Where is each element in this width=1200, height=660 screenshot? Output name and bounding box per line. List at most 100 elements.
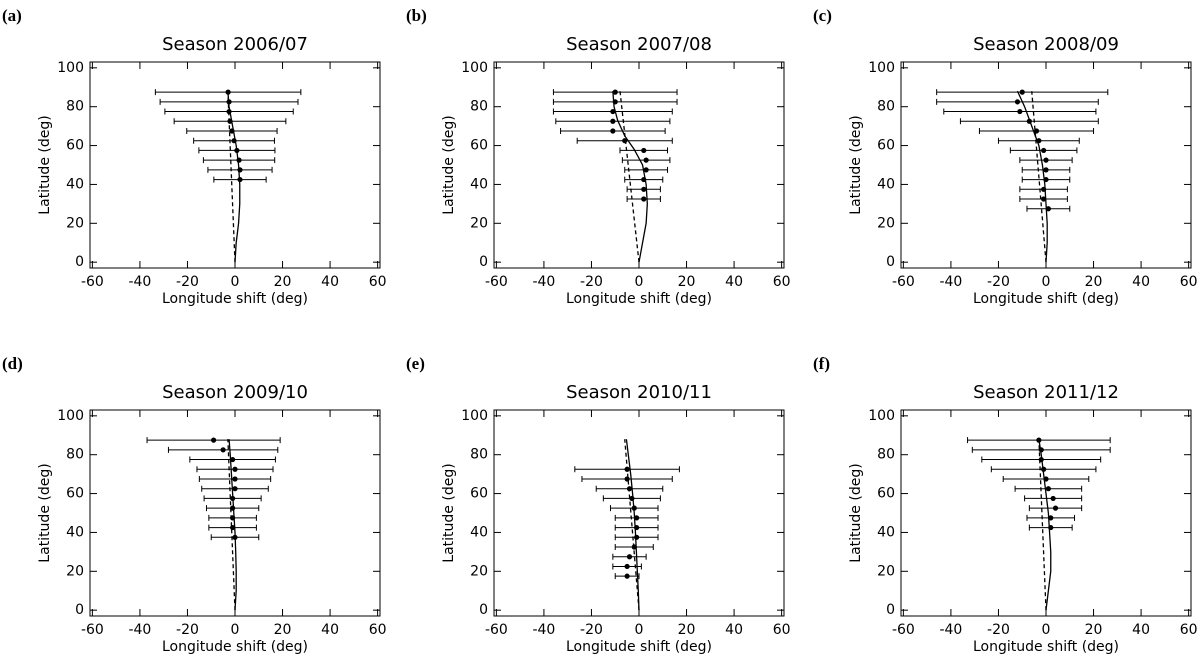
- y-tick-label: 60: [470, 138, 488, 154]
- y-tick-label: 80: [470, 447, 488, 463]
- x-tick-label: 20: [678, 274, 696, 290]
- x-axis-label: Longitude shift (deg): [162, 639, 308, 655]
- data-point: [631, 505, 637, 511]
- plot-frame: [89, 61, 381, 269]
- panel-label: (b): [406, 6, 427, 25]
- x-tick-label: -60: [892, 622, 915, 638]
- x-tick-label: 0: [1042, 274, 1051, 290]
- data-point: [1043, 157, 1049, 163]
- y-tick-label: 80: [877, 99, 895, 115]
- data-point: [1045, 206, 1051, 212]
- data-point: [234, 147, 240, 154]
- data-point: [1026, 118, 1032, 124]
- y-tick-label: 20: [66, 215, 84, 231]
- data-point: [641, 147, 647, 154]
- data-point: [230, 456, 236, 463]
- x-tick-label: -20: [176, 622, 199, 638]
- data-point: [629, 495, 635, 502]
- x-tick-label: -60: [485, 622, 508, 638]
- model-curve: [612, 91, 648, 263]
- model-curve: [1038, 439, 1052, 611]
- x-tick-label: -60: [485, 274, 508, 290]
- y-tick-label: 40: [66, 176, 84, 192]
- y-tick-label: 80: [877, 447, 895, 463]
- x-tick-label: 20: [274, 622, 292, 638]
- data-point: [229, 128, 235, 134]
- x-tick-label: 40: [321, 622, 339, 638]
- x-tick-label: 60: [369, 622, 387, 638]
- y-tick-label: 100: [57, 408, 84, 424]
- y-tick-label: 100: [868, 408, 895, 424]
- x-tick-label: 20: [274, 274, 292, 290]
- y-tick-label: 20: [877, 215, 895, 231]
- y-axis-label: Latitude (deg): [441, 463, 457, 562]
- data-point: [1038, 456, 1044, 463]
- y-tick-label: 40: [470, 176, 488, 192]
- data-point: [237, 167, 243, 173]
- x-axis-label: Longitude shift (deg): [973, 291, 1119, 307]
- x-tick-label: -20: [580, 622, 603, 638]
- x-tick-label: 60: [1180, 274, 1198, 290]
- y-tick-label: 80: [66, 99, 84, 115]
- x-tick-label: 0: [635, 274, 644, 290]
- data-point: [1036, 437, 1042, 443]
- panel-label: (e): [406, 354, 425, 373]
- y-tick-label: 20: [66, 563, 84, 579]
- y-tick-label: 100: [57, 60, 84, 76]
- x-tick-label: 40: [321, 274, 339, 290]
- data-point: [634, 534, 640, 540]
- y-tick-label: 100: [868, 60, 895, 76]
- data-point: [220, 447, 226, 453]
- data-point: [1041, 466, 1047, 472]
- y-tick-label: 100: [461, 60, 488, 76]
- y-tick-label: 40: [470, 524, 488, 540]
- chart-title: Season 2010/11: [566, 382, 712, 403]
- x-tick-label: -40: [128, 274, 151, 290]
- data-point: [231, 138, 237, 144]
- x-tick-label: -40: [939, 622, 962, 638]
- y-axis-label: Latitude (deg): [848, 463, 864, 562]
- data-point: [612, 99, 618, 105]
- model-curve: [1016, 90, 1048, 263]
- x-tick-label: -40: [532, 274, 555, 290]
- data-point: [610, 118, 616, 124]
- y-tick-label: 60: [470, 486, 488, 502]
- plot-frame: [89, 409, 381, 617]
- x-tick-label: -20: [176, 274, 199, 290]
- y-axis-label: Latitude (deg): [441, 115, 457, 214]
- chart-title: Season 2009/10: [162, 382, 308, 403]
- data-point: [1014, 99, 1021, 105]
- data-point: [641, 186, 647, 192]
- x-tick-label: -20: [987, 622, 1010, 638]
- x-tick-label: 40: [725, 274, 743, 290]
- x-tick-label: 60: [773, 274, 791, 290]
- data-point: [226, 108, 232, 115]
- y-tick-label: 40: [877, 176, 895, 192]
- panel-label: (f): [813, 354, 830, 373]
- x-tick-label: -60: [892, 274, 915, 290]
- data-point: [1041, 147, 1047, 154]
- data-point: [1036, 138, 1042, 144]
- data-point: [624, 476, 630, 482]
- data-point: [634, 524, 640, 531]
- data-point: [1048, 515, 1054, 521]
- x-tick-label: 40: [725, 622, 743, 638]
- x-tick-label: -20: [580, 274, 603, 290]
- y-tick-label: 80: [470, 99, 488, 115]
- chart-title: Season 2011/12: [973, 382, 1119, 403]
- model-curve: [1031, 91, 1047, 263]
- chart-title: Season 2006/07: [162, 34, 308, 55]
- x-tick-label: 0: [231, 622, 240, 638]
- model-curve: [624, 439, 640, 611]
- y-tick-label: 20: [470, 563, 488, 579]
- data-point: [610, 108, 616, 115]
- data-point: [237, 176, 243, 183]
- data-point: [1043, 476, 1049, 482]
- y-tick-label: 0: [75, 602, 84, 618]
- x-tick-label: 0: [635, 622, 644, 638]
- data-point: [622, 138, 628, 144]
- data-point: [641, 176, 647, 183]
- x-tick-label: -40: [532, 622, 555, 638]
- y-tick-label: 40: [877, 524, 895, 540]
